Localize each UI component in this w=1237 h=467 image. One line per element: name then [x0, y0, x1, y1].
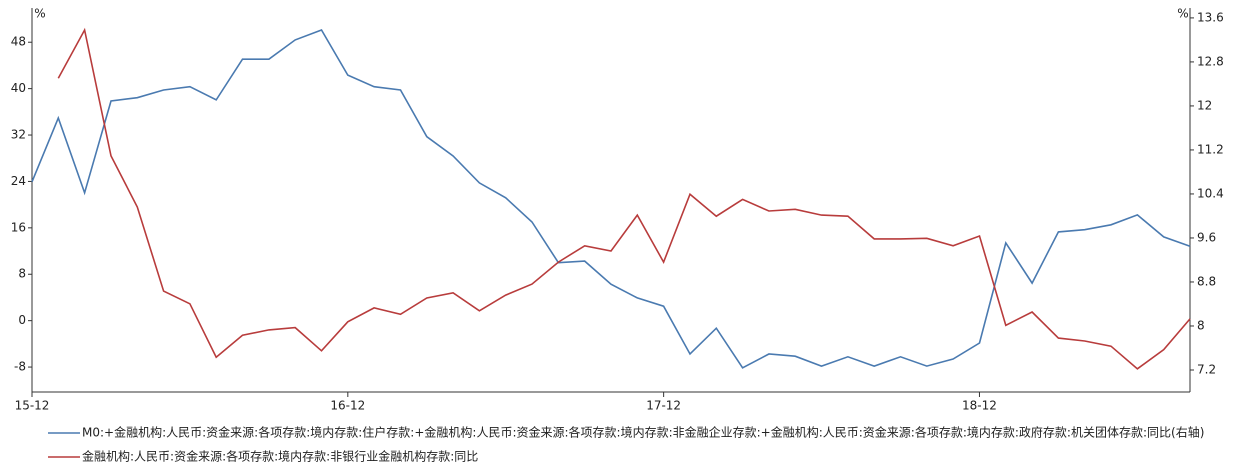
- y2-tick-label: 12.8: [1197, 54, 1224, 68]
- y2-tick-label: 9.6: [1197, 230, 1216, 244]
- y2-tick-label: 10.4: [1197, 186, 1224, 200]
- y-axis-label: %: [34, 7, 45, 21]
- x-tick-label: 18-12: [962, 399, 997, 413]
- legend-label: 金融机构:人民币:资金来源:各项存款:境内存款:非银行业金融机构存款:同比: [82, 449, 478, 464]
- y2-axis-label: %: [1177, 7, 1188, 21]
- y2-tick-label: 8: [1197, 318, 1205, 332]
- x-tick-label: 17-12: [646, 399, 681, 413]
- y-tick-label: 24: [11, 174, 26, 188]
- y-tick-label: 0: [18, 313, 26, 327]
- y2-tick-label: 11.2: [1197, 142, 1224, 156]
- y-tick-label: 40: [11, 81, 26, 95]
- y2-tick-label: 7.2: [1197, 362, 1216, 376]
- y2-tick-label: 12: [1197, 98, 1212, 112]
- series-line: [57, 27, 1191, 370]
- y-tick-label: 32: [11, 128, 26, 142]
- legend-label: M0:+金融机构:人民币:资金来源:各项存款:境内存款:住户存款:+金融机构:人…: [82, 425, 1204, 440]
- y-tick-label: 8: [18, 267, 26, 281]
- y2-tick-label: 13.6: [1197, 10, 1224, 24]
- y-tick-label: 48: [11, 35, 26, 49]
- y-tick-label: 16: [11, 220, 26, 234]
- series-line: [31, 29, 1191, 369]
- y2-tick-label: 8.8: [1197, 274, 1216, 288]
- y-tick-label: -8: [14, 360, 26, 374]
- x-tick-label: 16-12: [330, 399, 365, 413]
- x-tick-label: 15-12: [15, 399, 50, 413]
